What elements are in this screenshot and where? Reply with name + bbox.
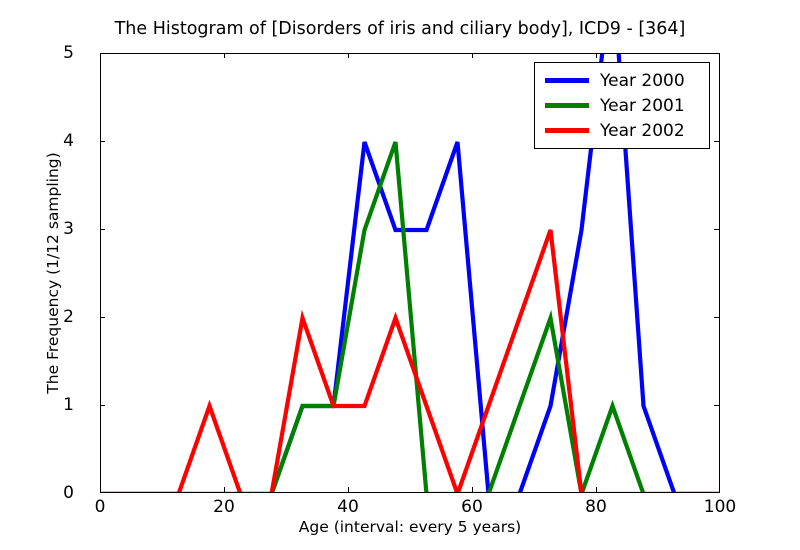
y-tick-mark bbox=[714, 317, 719, 319]
legend-item[interactable]: Year 2002 bbox=[535, 118, 709, 143]
legend-item[interactable]: Year 2001 bbox=[535, 93, 709, 118]
y-tick-mark bbox=[100, 141, 105, 143]
series-line bbox=[101, 54, 719, 492]
x-tick-mark bbox=[224, 487, 226, 492]
y-tick-label: 5 bbox=[63, 43, 74, 63]
y-axis-label: The Frequency (1/12 sampling) bbox=[44, 152, 62, 394]
y-tick-mark bbox=[100, 317, 105, 319]
x-tick-label: 0 bbox=[94, 497, 106, 517]
x-tick-mark bbox=[596, 53, 598, 58]
y-tick-mark bbox=[714, 229, 719, 231]
plot-lines bbox=[101, 54, 719, 492]
x-tick-mark bbox=[348, 487, 350, 492]
series-line bbox=[101, 141, 719, 492]
x-tick-mark bbox=[472, 53, 474, 58]
legend-color-swatch bbox=[545, 78, 589, 83]
x-tick-mark bbox=[224, 53, 226, 58]
x-tick-label: 20 bbox=[213, 497, 235, 517]
legend-item[interactable]: Year 2000 bbox=[535, 68, 709, 93]
chart-title: The Histogram of [Disorders of iris and … bbox=[114, 19, 686, 39]
x-tick-mark bbox=[472, 487, 474, 492]
y-tick-label: 0 bbox=[63, 483, 74, 503]
legend-color-swatch bbox=[545, 103, 589, 108]
x-axis-label: Age (interval: every 5 years) bbox=[298, 518, 522, 536]
y-tick-mark bbox=[100, 405, 105, 407]
y-tick-mark bbox=[100, 229, 105, 231]
legend-label: Year 2002 bbox=[600, 120, 685, 141]
legend-label: Year 2000 bbox=[600, 70, 685, 91]
y-tick-label: 3 bbox=[63, 219, 74, 239]
y-tick-label: 2 bbox=[63, 307, 74, 327]
y-tick-mark bbox=[714, 141, 719, 143]
y-tick-label: 4 bbox=[63, 131, 74, 151]
legend-label: Year 2001 bbox=[600, 95, 685, 116]
plot-area bbox=[100, 53, 720, 493]
x-tick-mark bbox=[596, 487, 598, 492]
x-tick-label: 40 bbox=[337, 497, 359, 517]
x-tick-label: 100 bbox=[703, 497, 737, 517]
y-tick-mark bbox=[714, 405, 719, 407]
x-tick-label: 60 bbox=[461, 497, 483, 517]
legend-color-swatch bbox=[545, 128, 589, 133]
x-tick-mark bbox=[348, 53, 350, 58]
y-tick-label: 1 bbox=[63, 395, 74, 415]
x-tick-label: 80 bbox=[585, 497, 607, 517]
series-line bbox=[101, 229, 719, 492]
chart-legend: Year 2000 Year 2001 Year 2002 bbox=[534, 62, 710, 149]
